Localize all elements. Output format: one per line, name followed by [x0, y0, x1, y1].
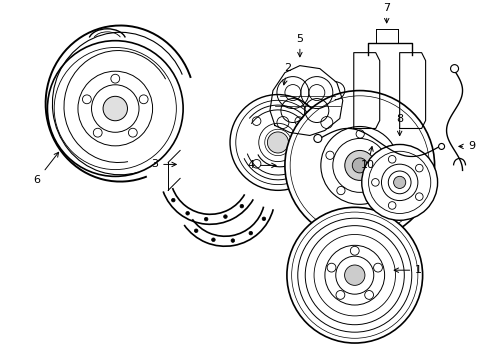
Circle shape: [351, 158, 366, 173]
Circle shape: [262, 217, 265, 221]
Circle shape: [171, 198, 175, 202]
Text: 10: 10: [360, 147, 374, 170]
Circle shape: [91, 85, 139, 132]
Circle shape: [240, 204, 243, 208]
Circle shape: [211, 238, 215, 242]
Text: 6: 6: [34, 152, 59, 185]
Circle shape: [344, 150, 374, 180]
Circle shape: [438, 143, 444, 149]
Text: 1: 1: [393, 265, 421, 275]
Text: 7: 7: [383, 3, 389, 23]
Text: 4: 4: [247, 161, 276, 170]
Circle shape: [381, 164, 417, 201]
Circle shape: [393, 176, 405, 188]
Text: 5: 5: [296, 34, 303, 57]
Circle shape: [204, 217, 207, 221]
Text: 3: 3: [151, 159, 176, 170]
Circle shape: [320, 126, 398, 204]
Circle shape: [185, 211, 189, 215]
Circle shape: [286, 207, 422, 343]
Circle shape: [47, 41, 183, 176]
Text: 8: 8: [395, 114, 403, 136]
Circle shape: [194, 229, 198, 233]
Text: 9: 9: [458, 141, 474, 152]
Circle shape: [258, 123, 297, 162]
Circle shape: [449, 65, 458, 73]
Polygon shape: [353, 53, 379, 129]
Circle shape: [361, 144, 437, 220]
Text: 2: 2: [282, 63, 291, 85]
Circle shape: [313, 135, 321, 143]
Circle shape: [223, 215, 227, 219]
Circle shape: [324, 245, 384, 305]
Circle shape: [248, 231, 252, 235]
Circle shape: [344, 265, 364, 285]
Circle shape: [103, 96, 127, 121]
Circle shape: [285, 91, 434, 240]
Circle shape: [229, 95, 325, 190]
Polygon shape: [399, 53, 425, 129]
Circle shape: [267, 132, 288, 153]
Circle shape: [230, 239, 234, 242]
